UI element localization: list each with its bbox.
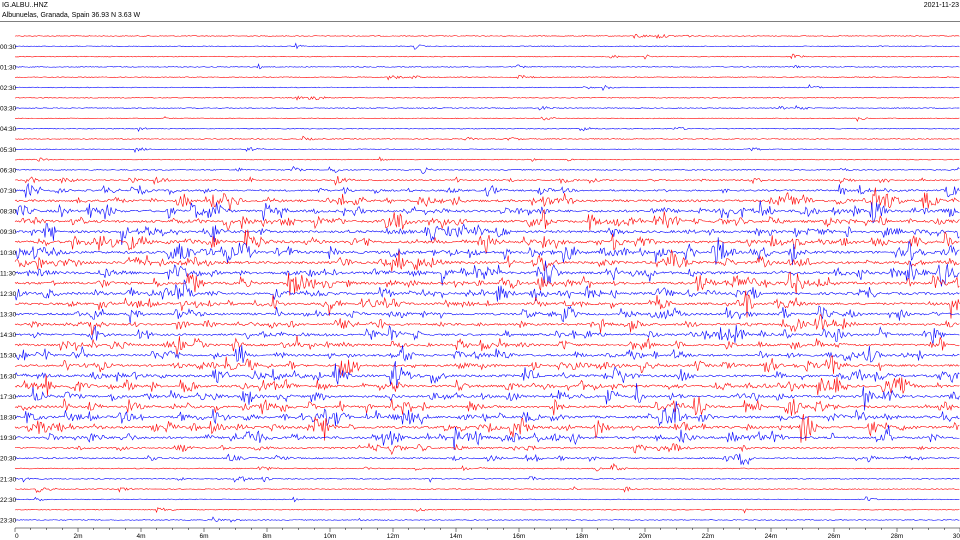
trace-line-15 bbox=[14, 182, 960, 198]
trace-line-47 bbox=[14, 516, 960, 523]
trace-line-33 bbox=[14, 361, 960, 388]
time-label: 19:30 bbox=[0, 435, 17, 442]
x-tick-label: 2m bbox=[73, 533, 82, 540]
trace-line-6 bbox=[14, 95, 960, 101]
time-label: 06:30 bbox=[0, 167, 17, 174]
x-tick-label: 26m bbox=[828, 533, 841, 540]
trace-line-1 bbox=[14, 42, 960, 50]
x-tick-label: 28m bbox=[891, 533, 904, 540]
time-label: 15:30 bbox=[0, 353, 17, 360]
time-label: 17:30 bbox=[0, 394, 17, 401]
x-tick-label: 30 bbox=[953, 533, 960, 540]
trace-line-7 bbox=[14, 105, 960, 111]
time-label: 22:30 bbox=[0, 497, 17, 504]
x-tick-label: 24m bbox=[765, 533, 778, 540]
x-tick-label: 14m bbox=[450, 533, 463, 540]
time-label: 23:30 bbox=[0, 518, 17, 525]
trace-line-10 bbox=[14, 135, 960, 141]
time-label: 09:30 bbox=[0, 229, 17, 236]
trace-line-20 bbox=[14, 229, 960, 254]
trace-line-32 bbox=[14, 354, 960, 377]
trace-line-29 bbox=[14, 324, 960, 345]
time-label: 18:30 bbox=[0, 415, 17, 422]
trace-line-39 bbox=[14, 424, 960, 451]
time-labels-group: 00:30 01:30 02:30 03:30 04:30 05:30 06:30 07:30… bbox=[0, 44, 17, 525]
trace-line-37 bbox=[14, 401, 960, 427]
x-tick-label: 8m bbox=[262, 533, 271, 540]
trace-line-18 bbox=[14, 209, 960, 231]
time-label: 03:30 bbox=[0, 106, 17, 113]
trace-line-19 bbox=[14, 223, 960, 245]
trace-line-31 bbox=[14, 345, 960, 363]
trace-line-38 bbox=[14, 413, 960, 443]
time-label: 02:30 bbox=[0, 85, 17, 92]
trace-line-36 bbox=[14, 396, 960, 416]
time-label: 12:30 bbox=[0, 291, 17, 298]
time-label: 04:30 bbox=[0, 126, 17, 133]
trace-line-42 bbox=[14, 462, 960, 472]
time-label: 20:30 bbox=[0, 456, 17, 463]
trace-line-44 bbox=[14, 486, 960, 493]
trace-line-5 bbox=[14, 84, 960, 91]
time-label: 16:30 bbox=[0, 373, 17, 380]
time-label: 14:30 bbox=[0, 332, 17, 339]
trace-line-17 bbox=[14, 200, 960, 224]
x-tick-label: 12m bbox=[387, 533, 400, 540]
record-date: 2021-11-23 bbox=[923, 2, 959, 9]
trace-line-11 bbox=[14, 147, 960, 154]
x-tick-label: 20m bbox=[639, 533, 652, 540]
trace-line-9 bbox=[14, 127, 960, 133]
trace-line-13 bbox=[14, 166, 960, 174]
trace-line-24 bbox=[14, 271, 960, 296]
x-tick-label: 10m bbox=[324, 533, 337, 540]
x-tick-label: 0 bbox=[15, 533, 19, 540]
trace-line-21 bbox=[14, 237, 960, 266]
trace-line-25 bbox=[14, 279, 960, 302]
trace-line-0 bbox=[14, 33, 960, 39]
trace-line-3 bbox=[14, 63, 960, 70]
trace-line-16 bbox=[14, 187, 960, 212]
trace-line-8 bbox=[14, 116, 960, 123]
station-code: IG.ALBU..HNZ bbox=[2, 2, 48, 9]
time-label: 21:30 bbox=[0, 476, 17, 483]
trace-line-14 bbox=[14, 176, 960, 186]
trace-line-2 bbox=[14, 53, 960, 60]
x-tick-label: 4m bbox=[136, 533, 145, 540]
trace-line-30 bbox=[14, 335, 960, 357]
time-label: 05:30 bbox=[0, 147, 17, 154]
time-label: 01:30 bbox=[0, 64, 17, 71]
x-axis: 0 2m 4m 6m 8m 10m 12m 14m 16m 18m 20m 22m 24m 26m 28m 3… bbox=[14, 527, 960, 540]
trace-line-12 bbox=[14, 156, 960, 162]
trace-line-40 bbox=[14, 442, 960, 456]
trace-line-45 bbox=[14, 496, 960, 503]
time-label: 00:30 bbox=[0, 44, 17, 51]
x-tick-label: 6m bbox=[199, 533, 208, 540]
trace-line-34 bbox=[14, 374, 960, 396]
time-label: 10:30 bbox=[0, 250, 17, 257]
time-label: 07:30 bbox=[0, 188, 17, 195]
trace-line-35 bbox=[14, 383, 960, 411]
x-tick-label: 22m bbox=[702, 533, 715, 540]
x-tick-label: 16m bbox=[513, 533, 526, 540]
trace-line-46 bbox=[14, 507, 960, 514]
trace-line-26 bbox=[14, 290, 960, 319]
time-label: 13:30 bbox=[0, 312, 17, 319]
trace-line-41 bbox=[14, 453, 960, 466]
station-location: Albunuelas, Granada, Spain 36.93 N 3.63 … bbox=[2, 12, 141, 19]
trace-line-27 bbox=[14, 305, 960, 324]
traces-group bbox=[14, 33, 960, 523]
time-label: 11:30 bbox=[0, 270, 16, 277]
trace-line-23 bbox=[14, 260, 960, 287]
trace-line-4 bbox=[15, 74, 960, 81]
trace-line-22 bbox=[14, 249, 960, 272]
x-tick-label: 18m bbox=[576, 533, 589, 540]
time-label: 08:30 bbox=[0, 209, 17, 216]
trace-line-28 bbox=[14, 313, 960, 336]
trace-line-43 bbox=[14, 476, 960, 483]
